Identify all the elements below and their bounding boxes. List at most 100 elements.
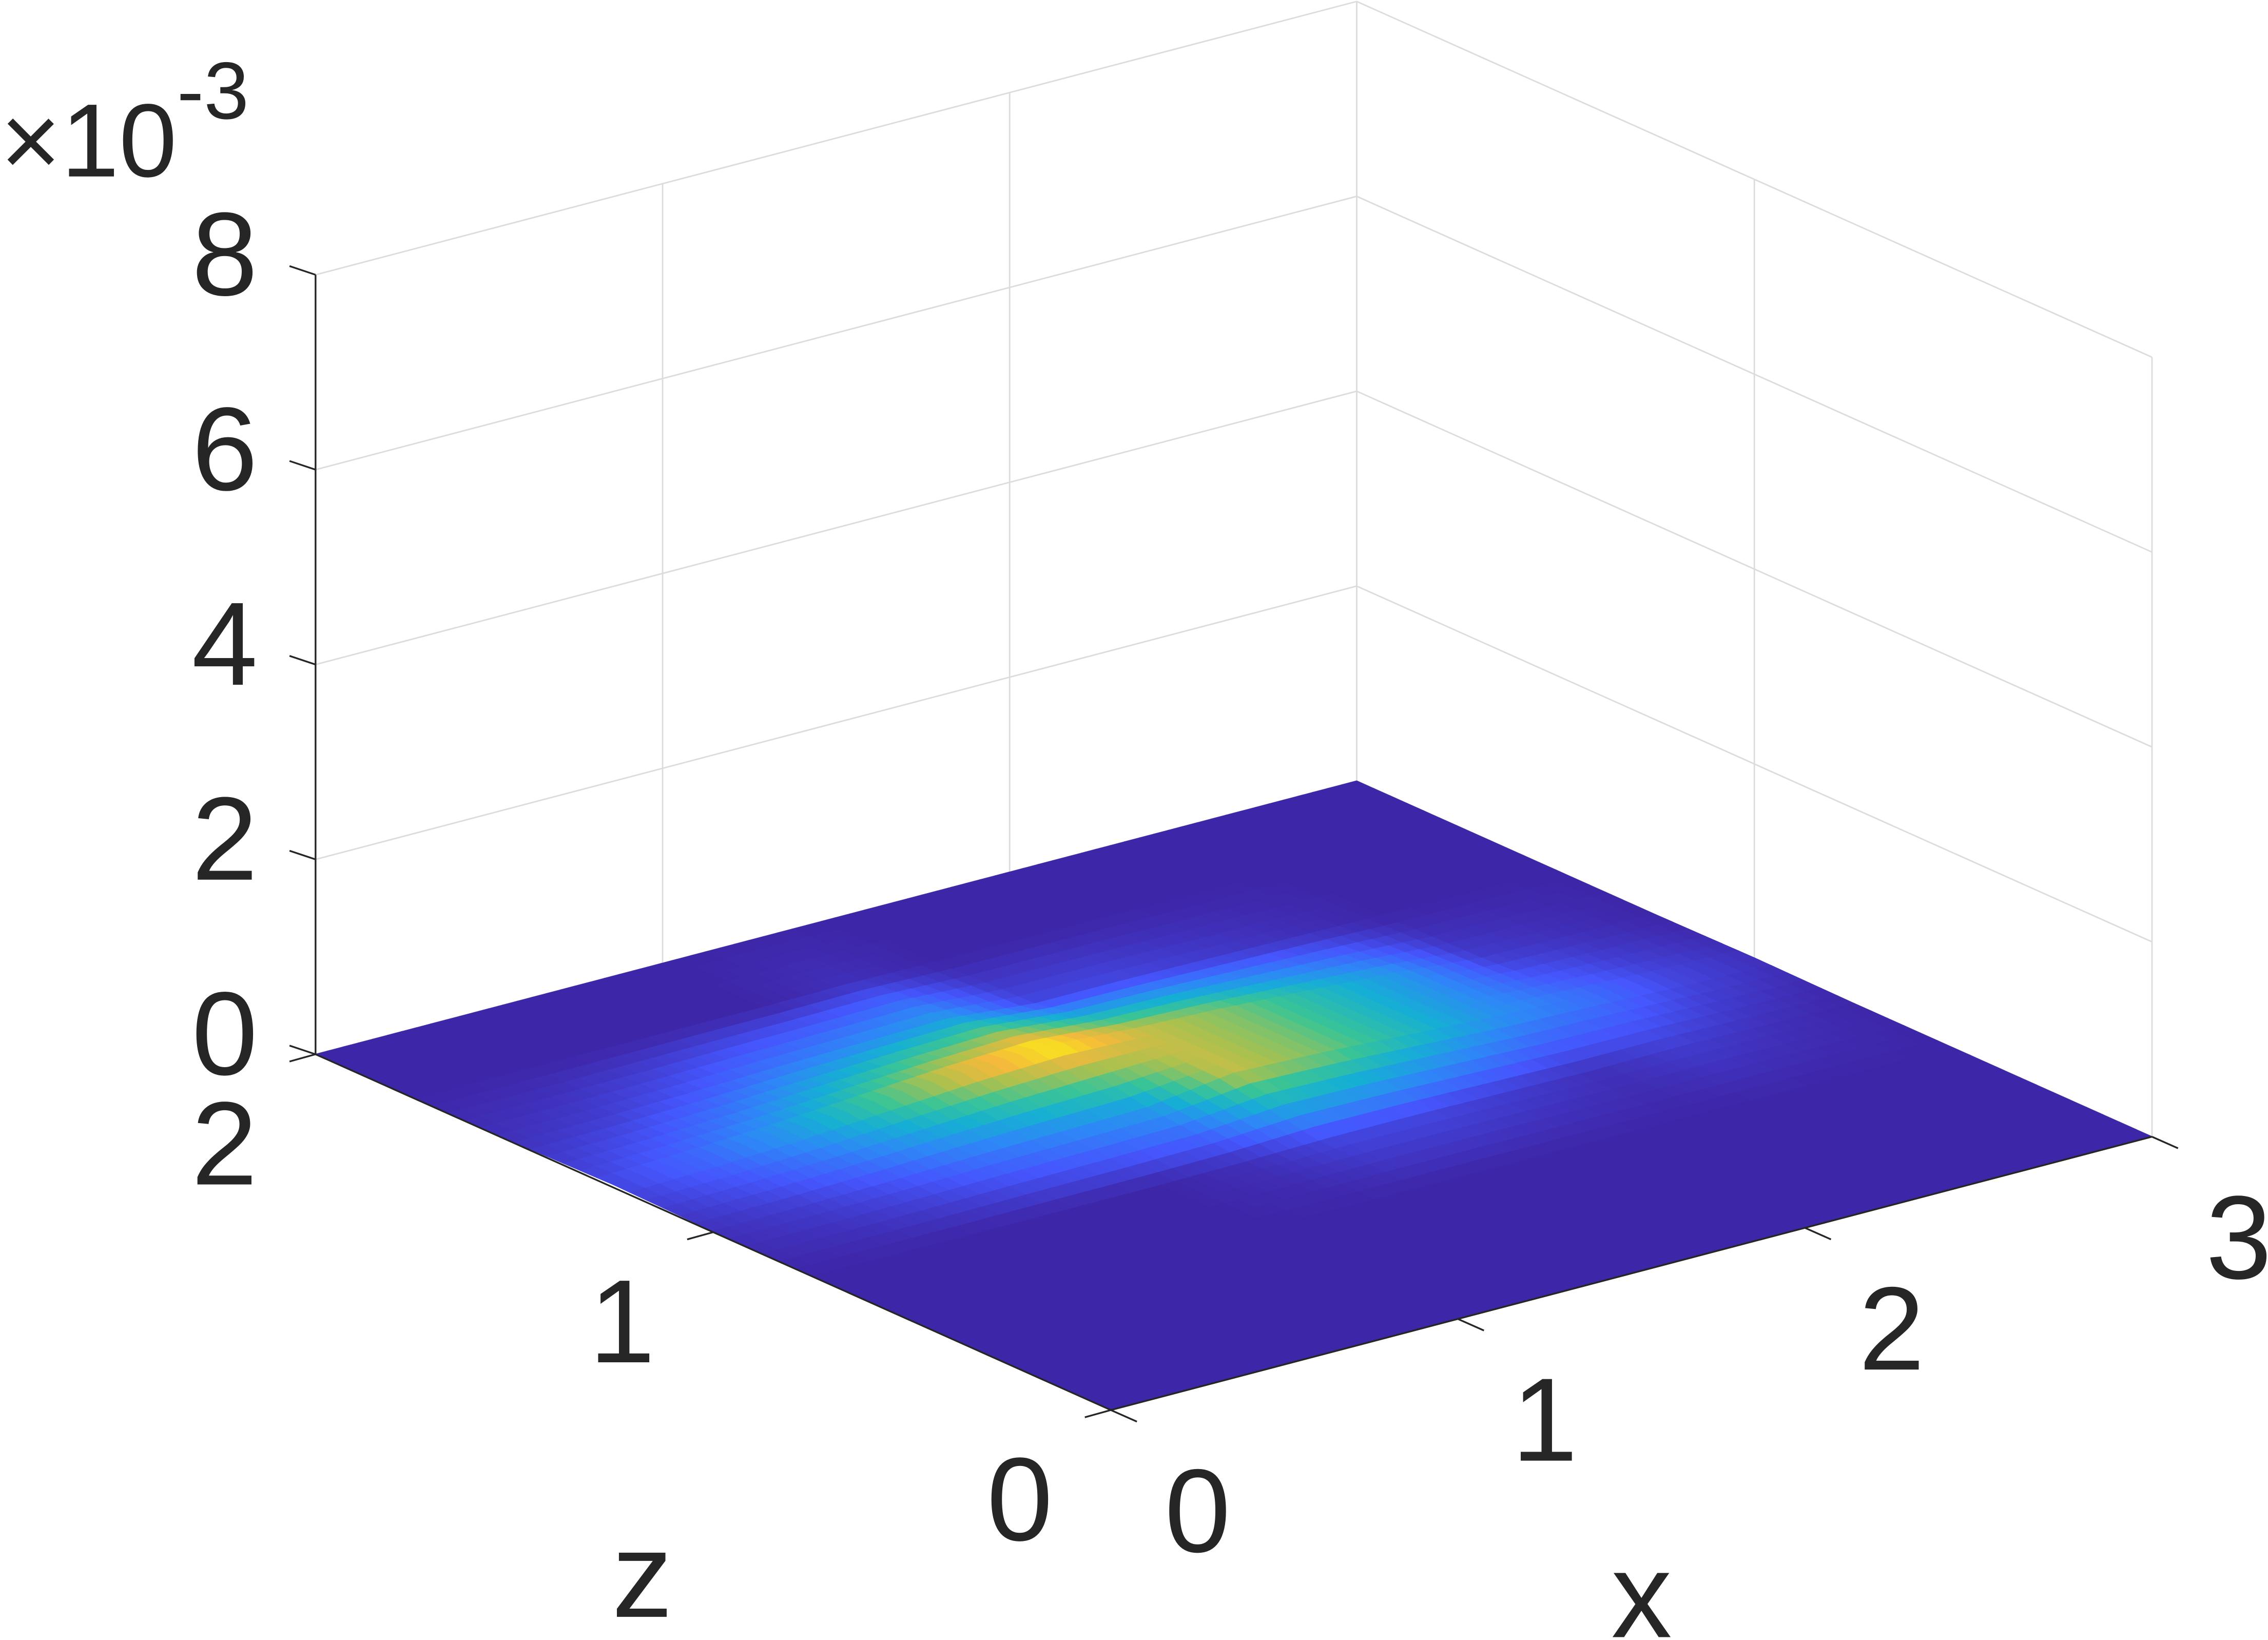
surface-cell (1467, 869, 1657, 937)
surface-cell (500, 1052, 689, 1119)
surface-cell (811, 1253, 1000, 1322)
surface-cell (1268, 780, 1458, 849)
surface-cell (1021, 916, 1210, 981)
surface-cell (1245, 1136, 1434, 1208)
z-exponent-base: ×10 (1, 82, 177, 199)
surface-cell (1008, 848, 1197, 917)
z-tick-mark (289, 1045, 316, 1055)
surface-cell (1059, 1107, 1248, 1186)
x-tick-mark (1457, 1318, 1485, 1332)
z-tick-mark (289, 850, 316, 860)
y-tick-mark (687, 1231, 714, 1241)
surface-cell (1095, 826, 1284, 895)
surface-cell (1791, 1137, 1980, 1206)
surface-cell (1592, 1046, 1781, 1117)
surface-cell (1518, 1138, 1707, 1207)
surface-cell (661, 940, 850, 1008)
surface-cell (1319, 1035, 1508, 1115)
grid-line (315, 196, 1357, 471)
surface-cell (1207, 937, 1397, 992)
surface-cell (1666, 957, 1855, 1026)
x-tick-mark (2151, 1135, 2179, 1149)
surface-cell (1431, 1161, 1620, 1230)
surface-cell (686, 1067, 876, 1132)
surface-cell (1530, 1205, 1720, 1274)
surface-cell (835, 894, 1024, 963)
surface-cell (1232, 1052, 1421, 1138)
surface-cell (488, 985, 677, 1054)
surface-cell (1604, 1115, 1794, 1184)
surface-cell (898, 1230, 1087, 1299)
surface-cell (1146, 1072, 1334, 1163)
z-exponent-power: -3 (177, 46, 249, 136)
surface-cell (1133, 1008, 1322, 1074)
surface-cell (873, 1071, 1061, 1157)
x-tick-label: 1 (1511, 1354, 1577, 1486)
z-tick-label: 4 (192, 577, 258, 710)
surface-cell (997, 1275, 1187, 1343)
surface-cell (1181, 803, 1371, 872)
surface-cell (513, 1118, 702, 1186)
z-tick-mark (289, 460, 316, 471)
surface-cell (1444, 1228, 1633, 1297)
surface-cell (1865, 1047, 2054, 1116)
surface-cell (860, 1018, 1050, 1073)
grid-line (1356, 1, 2153, 358)
surface-cell (1579, 978, 1769, 1048)
surface-cell (748, 917, 937, 985)
surface-cell (1171, 1229, 1360, 1298)
y-tick-mark (289, 1053, 316, 1063)
surface-cell (1184, 1297, 1373, 1365)
surface-cell (612, 1159, 802, 1232)
surface-cell (1877, 1114, 2067, 1183)
surface-cell (1270, 1274, 1460, 1342)
surface-cell (1108, 893, 1297, 960)
surface-cell (673, 1007, 863, 1069)
surface-cell (934, 939, 1123, 1005)
surface-cell (1505, 1070, 1694, 1140)
z-tick-label: 8 (192, 188, 258, 320)
surface-cell (1281, 847, 1470, 916)
surface-cell (1381, 892, 1570, 959)
surface-cell (1344, 1184, 1534, 1252)
grid-line (315, 585, 1357, 860)
surface-cell (1035, 980, 1222, 1029)
y-tick-mark (1084, 1409, 1111, 1418)
surface-cell (1492, 997, 1682, 1071)
surface-cell (712, 1207, 901, 1278)
z-tick-mark (289, 265, 316, 276)
surface-cell (1046, 1028, 1235, 1108)
surface-cell (1293, 915, 1483, 974)
y-tick-label: 0 (987, 1433, 1053, 1566)
y-tick-label: 2 (191, 1077, 257, 1210)
surface-cell (1393, 957, 1582, 1018)
surface-cell (760, 983, 950, 1044)
y-axis-label: z (612, 1508, 672, 1640)
surface-cell (1194, 870, 1384, 938)
x-tick-label: 0 (1165, 1444, 1230, 1577)
surface-cell (885, 1156, 1074, 1232)
y-axis-line (315, 1053, 1112, 1411)
surface-cell (799, 1182, 987, 1255)
surface-cell (1778, 1070, 1967, 1139)
x-tick-mark (1110, 1409, 1137, 1423)
surface-cell (599, 1093, 789, 1160)
grid-line (315, 390, 1357, 665)
x-axis-line (1110, 1135, 2153, 1411)
surface-cell (1566, 914, 1756, 979)
surface-cell (1306, 972, 1496, 1036)
grid-line (1356, 390, 2153, 748)
surface-cell (1010, 1342, 1199, 1411)
z-tick-label: 6 (192, 382, 258, 515)
surface-cell (1071, 1185, 1261, 1253)
surface-cell (1766, 1002, 1955, 1071)
surface-cell (1158, 1161, 1347, 1231)
surface-cell (1368, 825, 1557, 893)
surface-cell (1332, 1113, 1521, 1185)
surface-cell (1679, 1025, 1868, 1094)
z-tick-label: 0 (192, 967, 258, 1099)
surface-cell (314, 1031, 503, 1099)
grid-line (1356, 585, 2153, 943)
